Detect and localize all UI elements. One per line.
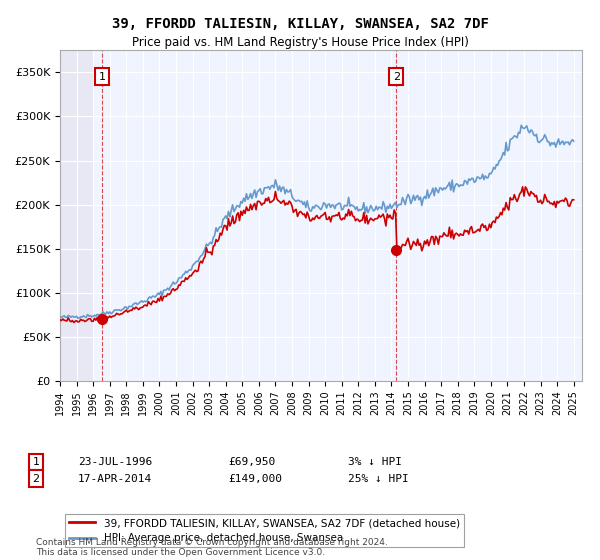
Text: 1: 1 bbox=[99, 72, 106, 82]
Text: £69,950: £69,950 bbox=[228, 457, 275, 467]
Legend: 39, FFORDD TALIESIN, KILLAY, SWANSEA, SA2 7DF (detached house), HPI: Average pri: 39, FFORDD TALIESIN, KILLAY, SWANSEA, SA… bbox=[65, 514, 464, 547]
Text: 3% ↓ HPI: 3% ↓ HPI bbox=[348, 457, 402, 467]
Text: 25% ↓ HPI: 25% ↓ HPI bbox=[348, 474, 409, 484]
Bar bbox=[60, 50, 93, 381]
Text: Contains HM Land Registry data © Crown copyright and database right 2024.
This d: Contains HM Land Registry data © Crown c… bbox=[36, 538, 388, 557]
Text: 39, FFORDD TALIESIN, KILLAY, SWANSEA, SA2 7DF: 39, FFORDD TALIESIN, KILLAY, SWANSEA, SA… bbox=[112, 17, 488, 31]
Text: 23-JUL-1996: 23-JUL-1996 bbox=[78, 457, 152, 467]
Text: 2: 2 bbox=[32, 474, 40, 484]
Text: 1: 1 bbox=[32, 457, 40, 467]
Text: Price paid vs. HM Land Registry's House Price Index (HPI): Price paid vs. HM Land Registry's House … bbox=[131, 36, 469, 49]
Text: 2: 2 bbox=[392, 72, 400, 82]
Text: £149,000: £149,000 bbox=[228, 474, 282, 484]
Text: 17-APR-2014: 17-APR-2014 bbox=[78, 474, 152, 484]
